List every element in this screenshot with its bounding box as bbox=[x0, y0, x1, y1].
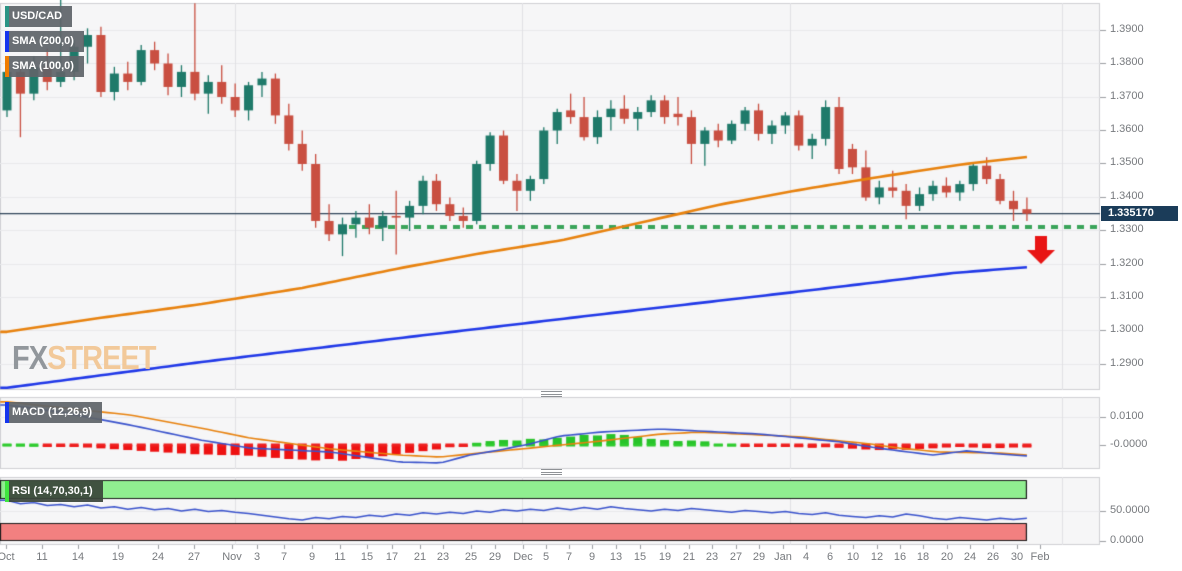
watermark-street: STREET bbox=[47, 340, 156, 377]
date-tick-label: Jan bbox=[774, 551, 792, 563]
price-tick-label: 1.2900 bbox=[1110, 357, 1144, 369]
macd-tick-label: -0.0000 bbox=[1110, 438, 1148, 450]
price-tick-label: 1.3600 bbox=[1110, 123, 1144, 135]
date-tick-label: 15 bbox=[633, 551, 647, 563]
date-tick-label: 14 bbox=[71, 551, 85, 563]
date-tick-label: 18 bbox=[916, 551, 930, 563]
price-tick-label: 1.3200 bbox=[1110, 257, 1144, 269]
date-tick-label: 13 bbox=[609, 551, 623, 563]
price-tick-label: 1.3700 bbox=[1110, 90, 1144, 102]
sma100-color-bar bbox=[5, 56, 9, 77]
macd-badge: MACD (12,26,9) bbox=[5, 402, 103, 423]
date-tick-label: 26 bbox=[986, 551, 1000, 563]
date-tick-label: 11 bbox=[36, 551, 48, 563]
date-tick-label: 17 bbox=[385, 551, 399, 563]
price-tick-label: 1.3800 bbox=[1110, 56, 1144, 68]
date-tick-label: Feb bbox=[1030, 551, 1050, 563]
date-tick-label: 9 bbox=[588, 551, 596, 563]
date-tick-label: 27 bbox=[729, 551, 743, 563]
price-tick-label: 1.3100 bbox=[1110, 290, 1144, 302]
date-tick-label: 27 bbox=[187, 551, 201, 563]
date-tick-label: 3 bbox=[253, 551, 261, 563]
sma200-badge: SMA (200,0) bbox=[5, 31, 84, 52]
rsi-tick-label: 50.0000 bbox=[1110, 504, 1150, 516]
date-tick-label: 15 bbox=[360, 551, 374, 563]
date-tick-label: 21 bbox=[682, 551, 696, 563]
date-tick-label: 7 bbox=[280, 551, 288, 563]
price-tick-label: 1.3300 bbox=[1110, 223, 1144, 235]
date-tick-label: 23 bbox=[436, 551, 450, 563]
macd-label: MACD (12,26,9) bbox=[12, 406, 93, 418]
macd-color-bar bbox=[5, 402, 9, 423]
sma100-label: SMA (100,0) bbox=[12, 60, 74, 72]
date-tick-label: 20 bbox=[940, 551, 954, 563]
date-tick-label: 24 bbox=[963, 551, 977, 563]
date-tick-label: 6 bbox=[826, 551, 834, 563]
sma200-label: SMA (200,0) bbox=[12, 35, 74, 47]
price-tick-label: 1.3900 bbox=[1110, 23, 1144, 35]
date-tick-label: 5 bbox=[542, 551, 550, 563]
last-price-badge: 1.335170 bbox=[1101, 206, 1178, 221]
symbol-badge: USD/CAD bbox=[5, 6, 73, 27]
fxstreet-watermark-logo: FXSTREET bbox=[12, 340, 156, 378]
date-tick-label: 19 bbox=[658, 551, 672, 563]
price-tick-label: 1.3500 bbox=[1110, 156, 1144, 168]
watermark-fx: FX bbox=[12, 340, 48, 377]
date-tick-label: Oct bbox=[0, 551, 15, 563]
date-tick-label: 16 bbox=[893, 551, 907, 563]
macd-tick-label: 0.0100 bbox=[1110, 410, 1144, 422]
date-tick-label: 23 bbox=[705, 551, 719, 563]
sma100-badge: SMA (100,0) bbox=[5, 56, 84, 77]
date-tick-label: 4 bbox=[802, 551, 810, 563]
date-tick-label: 21 bbox=[413, 551, 427, 563]
rsi-tick-label: 0.0000 bbox=[1110, 534, 1144, 546]
macd-rsi-splitter-handle[interactable] bbox=[541, 469, 562, 475]
date-tick-label: Dec bbox=[513, 551, 533, 563]
symbol-label: USD/CAD bbox=[12, 10, 63, 22]
date-tick-label: 24 bbox=[151, 551, 165, 563]
date-tick-label: Nov bbox=[222, 551, 242, 563]
sma200-color-bar bbox=[5, 31, 9, 52]
date-tick-label: 25 bbox=[464, 551, 478, 563]
rsi-badge: RSI (14,70,30,1) bbox=[5, 481, 103, 502]
price-tick-label: 1.3400 bbox=[1110, 190, 1144, 202]
main-macd-splitter-handle[interactable] bbox=[541, 391, 562, 397]
date-tick-label: 12 bbox=[870, 551, 884, 563]
date-tick-label: 30 bbox=[1010, 551, 1024, 563]
date-tick-label: 9 bbox=[308, 551, 316, 563]
date-tick-label: 29 bbox=[752, 551, 766, 563]
date-tick-label: 19 bbox=[111, 551, 125, 563]
date-tick-label: 10 bbox=[846, 551, 860, 563]
symbol-color-bar bbox=[5, 6, 9, 27]
price-tick-label: 1.3000 bbox=[1110, 323, 1144, 335]
date-tick-label: 7 bbox=[565, 551, 573, 563]
date-tick-label: 29 bbox=[488, 551, 502, 563]
rsi-color-bar bbox=[5, 481, 9, 502]
rsi-label: RSI (14,70,30,1) bbox=[12, 485, 93, 497]
date-tick-label: 11 bbox=[334, 551, 346, 563]
